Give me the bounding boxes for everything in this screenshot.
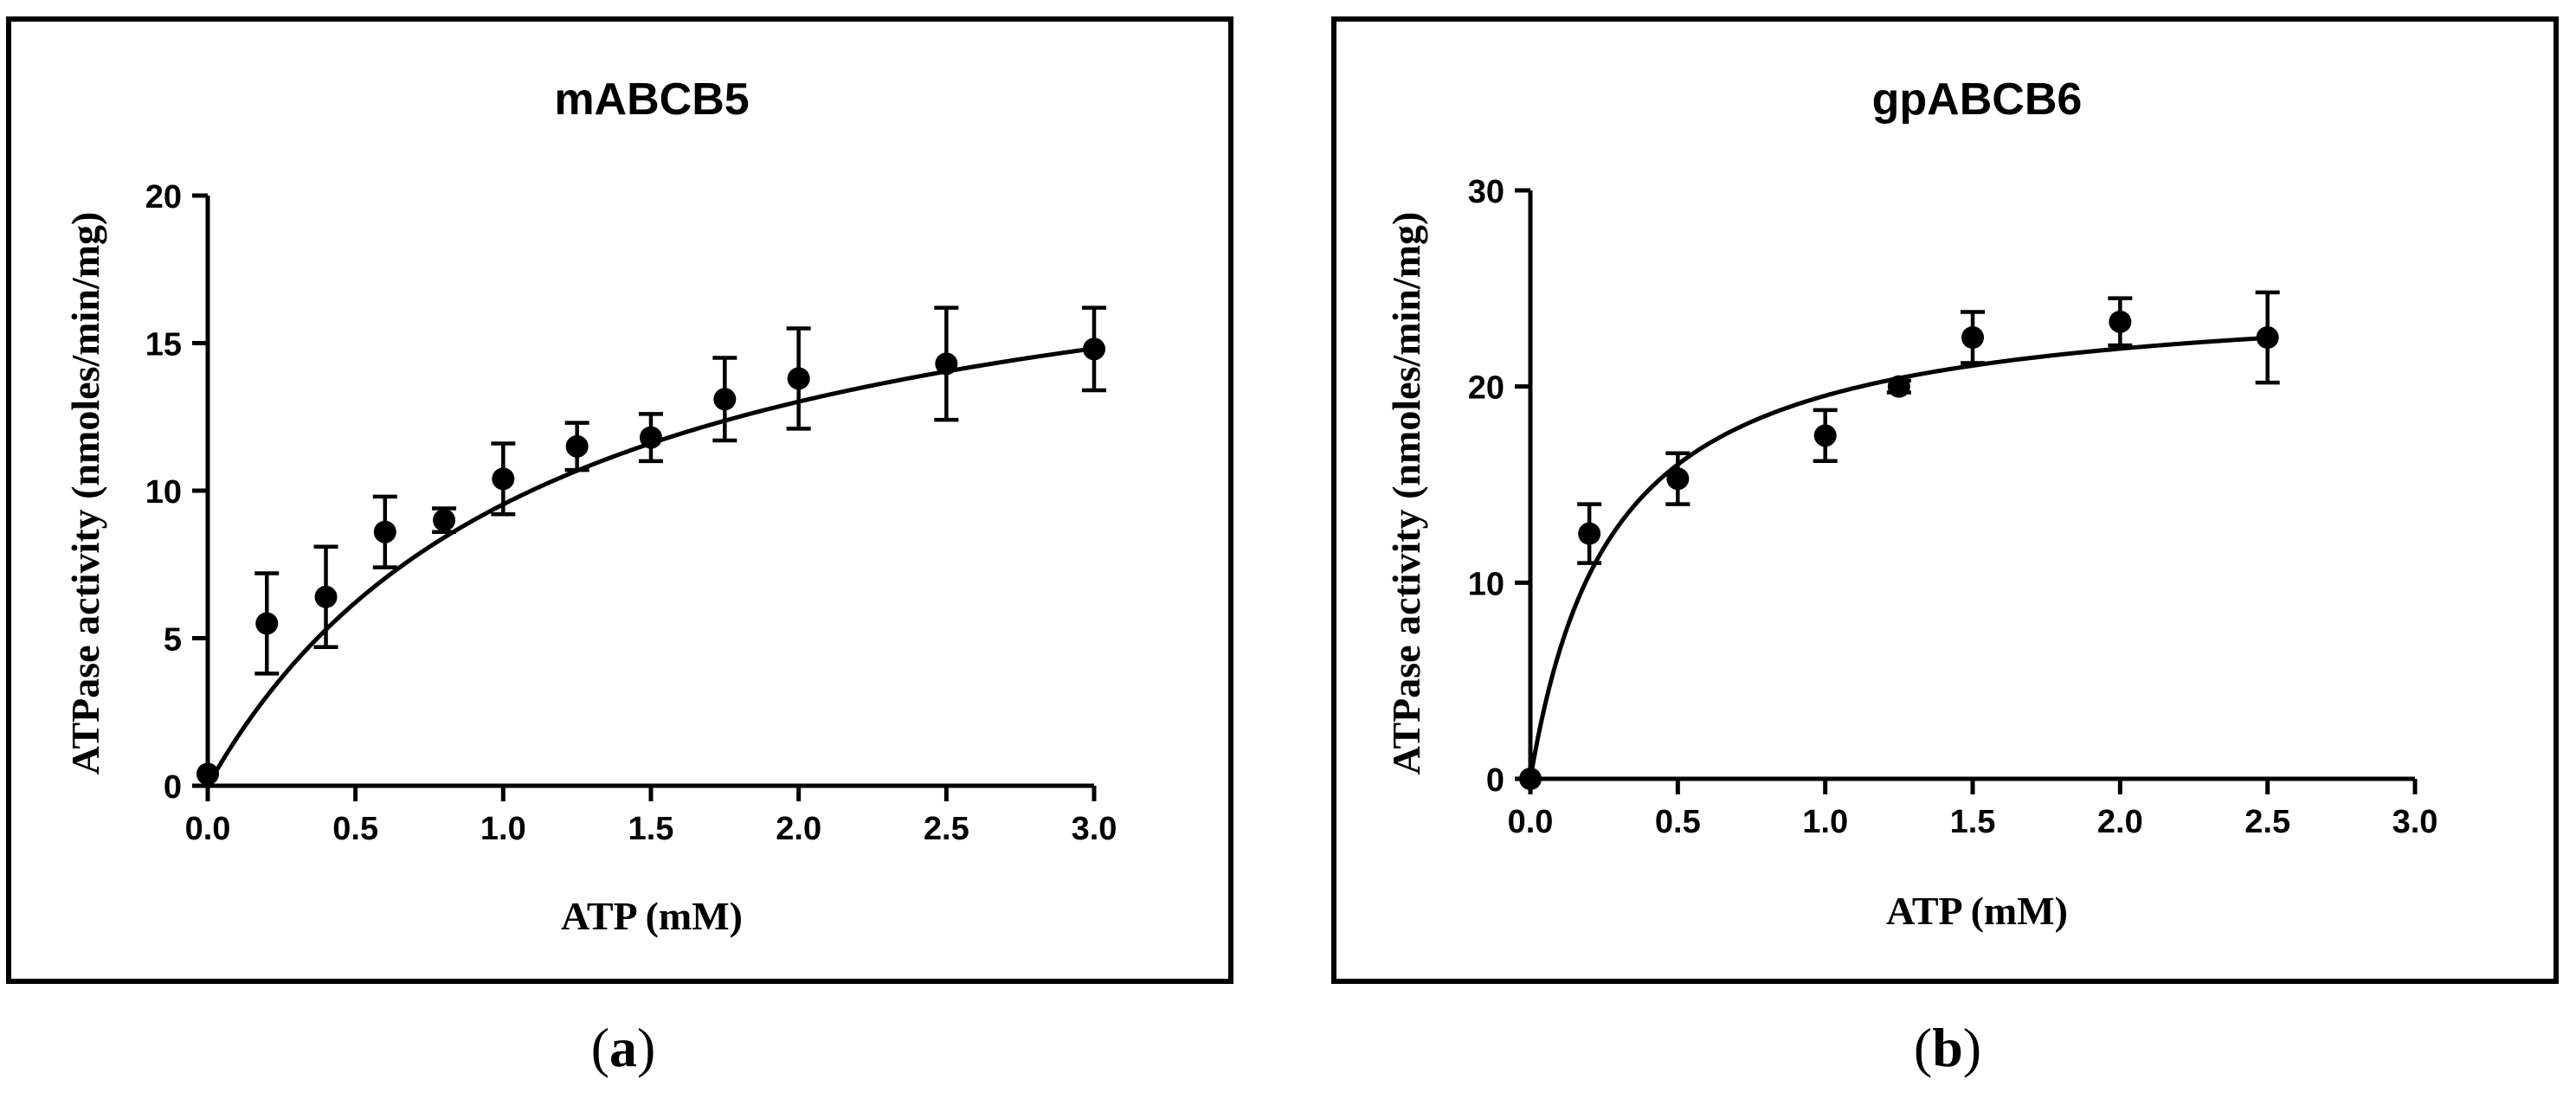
- panel-a-data-point: [787, 367, 810, 390]
- panel-b-y-tick-label: 20: [1468, 370, 1504, 407]
- panel-a-x-tick-label: 0.5: [332, 811, 378, 847]
- panel-a-frame: [6, 16, 1233, 984]
- panel-a-title: mABCB5: [554, 74, 749, 125]
- panel-a-x-tick-label: 2.0: [776, 811, 821, 847]
- panel-b-y-axis-label: ATPase activity (nmoles/min/mg): [1384, 212, 1428, 775]
- panel-a-plot-area: 0.0 0.5 1.0 1.5 2.0 2.5 3.0 0 5 10 15 20: [145, 179, 1117, 847]
- panel-b-x-axis-label: ATP (mM): [1886, 889, 2068, 933]
- panel-b-x-tick-label: 2.5: [2244, 804, 2290, 840]
- panel-b-x-tick-label: 1.5: [1950, 804, 1996, 840]
- panel-b-data-point: [1961, 326, 1984, 349]
- panel-a-caption: (a): [591, 1017, 656, 1078]
- panel-b-y-tick-label: 30: [1468, 174, 1504, 210]
- panel-b-x-tick-label: 2.0: [2097, 804, 2143, 840]
- panel-b-x-tick-label: 0.0: [1508, 804, 1554, 840]
- panel-b-data-point: [1887, 375, 1910, 398]
- panel-b-caption: (b): [1914, 1017, 1981, 1078]
- panel-b-caption-letter: b: [1932, 1017, 1963, 1078]
- panel-a-data-point: [1083, 337, 1105, 361]
- panel-b-data-point: [1578, 522, 1601, 545]
- panel-a-y-tick-label: 0: [164, 769, 182, 806]
- panel-a-data-point: [935, 352, 958, 376]
- panel-a-x-axis-label: ATP (mM): [561, 894, 743, 938]
- panel-a-y-tick-label: 5: [164, 622, 182, 659]
- panel-a-caption-letter: a: [609, 1017, 637, 1078]
- panel-a-y-tick-label: 10: [145, 474, 182, 511]
- panel-a-x-tick-label: 3.0: [1072, 811, 1117, 847]
- panel-b-title: gpABCB6: [1872, 74, 2083, 125]
- panel-a-data-point: [492, 467, 515, 491]
- panel-a-data-point: [433, 509, 456, 532]
- panel-a-x-tick-label: 1.0: [480, 811, 526, 847]
- panel-a-x-tick-label: 0.0: [185, 811, 231, 847]
- panel-b-x-tick-label: 0.5: [1655, 804, 1701, 840]
- panel-b-x-tick-label: 3.0: [2392, 804, 2438, 840]
- panel-a-x-tick-label: 1.5: [628, 811, 674, 847]
- panel-a-data-point: [196, 762, 219, 786]
- panel-a-data-point: [373, 520, 396, 543]
- panel-b-plot-area: 0.0 0.5 1.0 1.5 2.0 2.5 3.0 0 10 20 30: [1468, 174, 2438, 840]
- panel-a: mABCB5 ATP (mM) ATPase activity (nmoles/…: [6, 16, 1233, 984]
- panel-a-data-point: [314, 585, 338, 608]
- panel-b-data-point: [1666, 467, 1690, 491]
- panel-b-frame: [1331, 16, 2559, 984]
- panel-a-data-point: [640, 426, 662, 449]
- panel-a-y-tick-label: 20: [145, 179, 182, 215]
- panel-b-data-point: [2109, 310, 2132, 333]
- panel-b-y-tick-label: 0: [1486, 762, 1504, 799]
- panel-b-x-tick-label: 1.0: [1802, 804, 1848, 840]
- panel-b-data-point: [1813, 424, 1837, 447]
- panel-a-y-tick-label: 15: [145, 327, 182, 363]
- panel-b: gpABCB6 ATP (mM) ATPase activity (nmoles…: [1331, 16, 2559, 984]
- panel-a-data-point: [255, 612, 279, 635]
- panel-b-fit-curve: [1528, 335, 2268, 780]
- panel-a-data-point: [713, 388, 737, 411]
- panel-a-data-point: [565, 434, 589, 458]
- panel-b-data-point: [2256, 326, 2279, 349]
- panel-b-data-point: [1519, 768, 1542, 790]
- panel-a-y-axis-label: ATPase activity (nmoles/min/mg): [63, 212, 107, 775]
- panel-a-x-tick-label: 2.5: [924, 811, 969, 847]
- panel-b-y-tick-label: 10: [1468, 566, 1504, 602]
